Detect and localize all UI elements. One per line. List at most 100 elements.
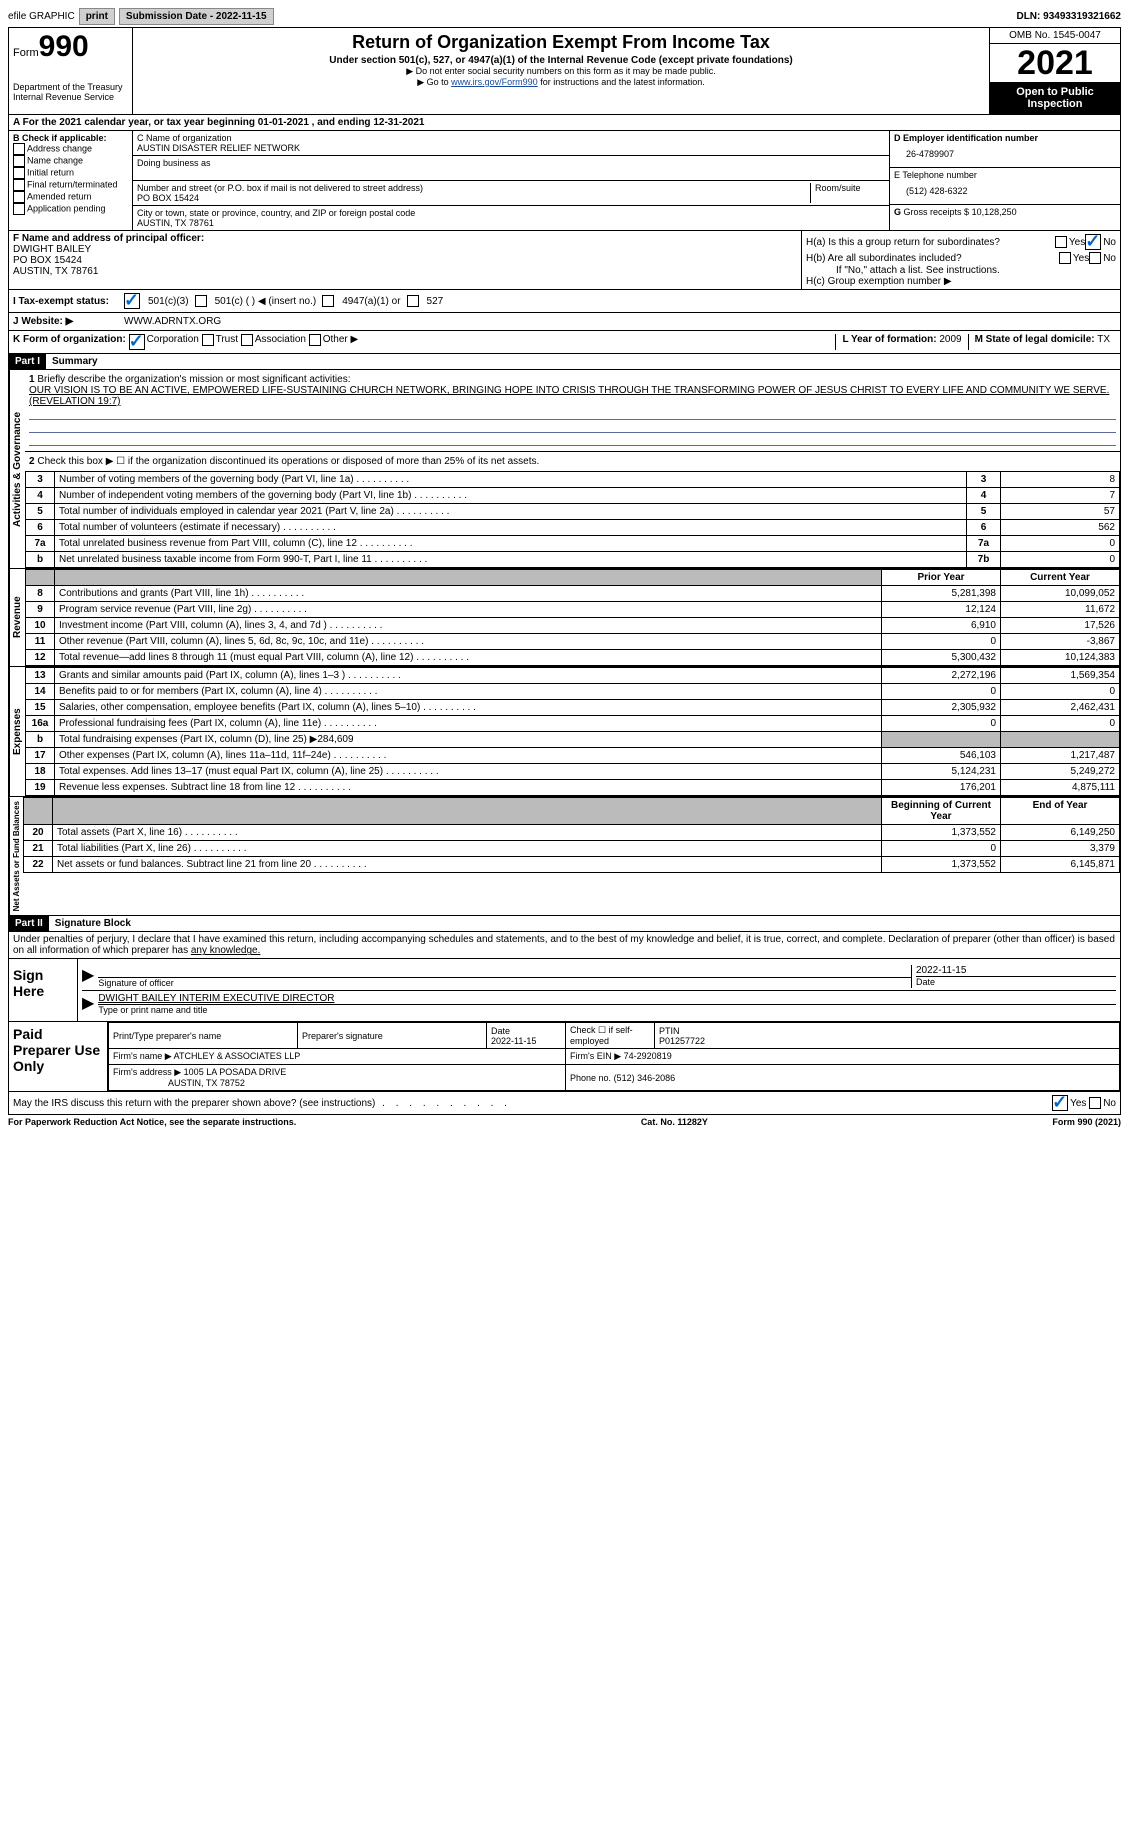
revenue: Revenue Prior YearCurrent Year8Contribut… (8, 569, 1121, 667)
discuss-line: May the IRS discuss this return with the… (8, 1092, 1121, 1115)
hb-yes[interactable] (1059, 252, 1071, 264)
net-table: Beginning of Current YearEnd of Year20To… (23, 797, 1120, 873)
chk-application-pending[interactable] (13, 203, 25, 215)
note-ssn: ▶ Do not enter social security numbers o… (137, 66, 985, 77)
page-footer: For Paperwork Reduction Act Notice, see … (8, 1115, 1121, 1129)
officer-name: DWIGHT BAILEY (13, 244, 797, 255)
chk-address-change[interactable] (13, 143, 25, 155)
phone-label: E Telephone number (894, 170, 1116, 180)
note-goto: ▶ Go to www.irs.gov/Form990 for instruct… (137, 77, 985, 88)
chk-name-change[interactable] (13, 155, 25, 167)
chk-501c[interactable] (195, 295, 207, 307)
phone: (512) 428-6322 (894, 180, 1116, 202)
chk-amended-return[interactable] (13, 191, 25, 203)
discuss-yes[interactable] (1052, 1095, 1068, 1111)
tab-netassets: Net Assets or Fund Balances (9, 797, 23, 915)
firm-phone: (512) 346-2086 (614, 1073, 676, 1083)
room-label: Room/suite (815, 183, 885, 193)
year-formed: 2009 (939, 334, 961, 345)
line2-text: Check this box ▶ ☐ if the organization d… (37, 456, 539, 467)
self-employed: Check ☐ if self-employed (566, 1023, 655, 1049)
governance-table: 3Number of voting members of the governi… (25, 471, 1120, 568)
gross-receipts: 10,128,250 (972, 207, 1017, 217)
mission: OUR VISION IS TO BE AN ACTIVE, EMPOWERED… (29, 385, 1109, 407)
city: AUSTIN, TX 78761 (137, 218, 885, 228)
header-left: Form990 Department of the Treasury Inter… (9, 28, 133, 114)
h-section: H(a) Is this a group return for subordin… (802, 231, 1120, 289)
header-mid: Return of Organization Exempt From Incom… (133, 28, 990, 114)
org-name: AUSTIN DISASTER RELIEF NETWORK (137, 143, 885, 153)
signature-arrow-icon: ▶ (82, 965, 94, 988)
dba-label: Doing business as (137, 158, 885, 168)
ein-label: D Employer identification number (894, 133, 1116, 143)
preparer-sig-label: Preparer's signature (298, 1023, 487, 1049)
form-header: Form990 Department of the Treasury Inter… (8, 27, 1121, 115)
state-domicile: TX (1097, 334, 1110, 345)
city-label: City or town, state or province, country… (137, 208, 885, 218)
name-arrow-icon: ▶ (82, 993, 94, 1015)
net-assets: Net Assets or Fund Balances Beginning of… (8, 797, 1121, 916)
firm-addr: 1005 LA POSADA DRIVE (184, 1067, 287, 1077)
dln-label: DLN: 93493319321662 (1016, 11, 1121, 22)
ein: 26-4789907 (894, 143, 1116, 165)
line-j: J Website: ▶ WWW.ADRNTX.ORG (9, 313, 1120, 331)
efile-label: efile GRAPHIC (8, 11, 75, 22)
chk-4947[interactable] (322, 295, 334, 307)
street-label: Number and street (or P.O. box if mail i… (137, 183, 810, 193)
expenses-table: 13Grants and similar amounts paid (Part … (25, 667, 1120, 796)
submission-date-button[interactable]: Submission Date - 2022-11-15 (119, 8, 274, 25)
tab-revenue: Revenue (9, 569, 25, 666)
activities-governance: Activities & Governance 1 Briefly descri… (8, 370, 1121, 569)
irs-link[interactable]: www.irs.gov/Form990 (451, 77, 538, 87)
expenses: Expenses 13Grants and similar amounts pa… (8, 667, 1121, 797)
signer-name: DWIGHT BAILEY INTERIM EXECUTIVE DIRECTOR (98, 993, 1116, 1004)
omb-number: OMB No. 1545-0047 (990, 28, 1120, 44)
firm-ein: 74-2920819 (624, 1051, 672, 1061)
sign-date: 2022-11-15 (916, 965, 1116, 976)
form-subtitle: Under section 501(c), 527, or 4947(a)(1)… (137, 55, 985, 66)
org-info: B Check if applicable: Address change Na… (8, 131, 1121, 231)
hb-no[interactable] (1089, 252, 1101, 264)
form-title: Return of Organization Exempt From Incom… (137, 32, 985, 53)
line-a: A For the 2021 calendar year, or tax yea… (8, 115, 1121, 131)
preparer-name-label: Print/Type preparer's name (109, 1023, 298, 1049)
chk-assoc[interactable] (241, 334, 253, 346)
part1-header: Part I Summary (8, 354, 1121, 370)
print-button[interactable]: print (79, 8, 115, 25)
discuss-no[interactable] (1089, 1097, 1101, 1109)
ha-no[interactable] (1085, 234, 1101, 250)
penalties-text: Under penalties of perjury, I declare th… (8, 932, 1121, 959)
chk-501c3[interactable] (124, 293, 140, 309)
paid-preparer: Paid Preparer Use Only Print/Type prepar… (8, 1022, 1121, 1092)
sign-here: Sign Here ▶ Signature of officer 2022-11… (8, 959, 1121, 1022)
ptin: P01257722 (659, 1036, 705, 1046)
preparer-date: 2022-11-15 (491, 1036, 536, 1046)
chk-other[interactable] (309, 334, 321, 346)
org-name-label: C Name of organization (137, 133, 885, 143)
revenue-table: Prior YearCurrent Year8Contributions and… (25, 569, 1120, 666)
tab-activities: Activities & Governance (9, 370, 25, 568)
chk-corp[interactable] (129, 334, 145, 350)
col-d: D Employer identification number 26-4789… (889, 131, 1120, 230)
hc-label: H(c) Group exemption number ▶ (806, 276, 1116, 287)
dept-irs: Internal Revenue Service (13, 92, 128, 102)
tab-expenses: Expenses (9, 667, 25, 796)
tax-year: 2021 (990, 44, 1120, 82)
chk-trust[interactable] (202, 334, 214, 346)
signature-label: Signature of officer (98, 977, 911, 988)
header-right: OMB No. 1545-0047 2021 Open to Public In… (990, 28, 1120, 114)
chk-527[interactable] (407, 295, 419, 307)
chk-initial-return[interactable] (13, 167, 25, 179)
firm-name: ATCHLEY & ASSOCIATES LLP (174, 1051, 301, 1061)
ha-yes[interactable] (1055, 236, 1067, 248)
officer-h-block: F Name and address of principal officer:… (8, 231, 1121, 354)
line-klm: K Form of organization: Corporation Trus… (9, 331, 1120, 353)
website: WWW.ADRNTX.ORG (124, 316, 221, 327)
dept-treasury: Department of the Treasury (13, 82, 128, 92)
chk-final-return[interactable] (13, 179, 25, 191)
open-to-public: Open to Public Inspection (990, 82, 1120, 114)
topbar: efile GRAPHIC print Submission Date - 20… (8, 8, 1121, 25)
line-i: I Tax-exempt status: 501(c)(3) 501(c) ( … (9, 290, 1120, 313)
col-b: B Check if applicable: Address change Na… (9, 131, 133, 230)
part2-header: Part II Signature Block (8, 916, 1121, 932)
